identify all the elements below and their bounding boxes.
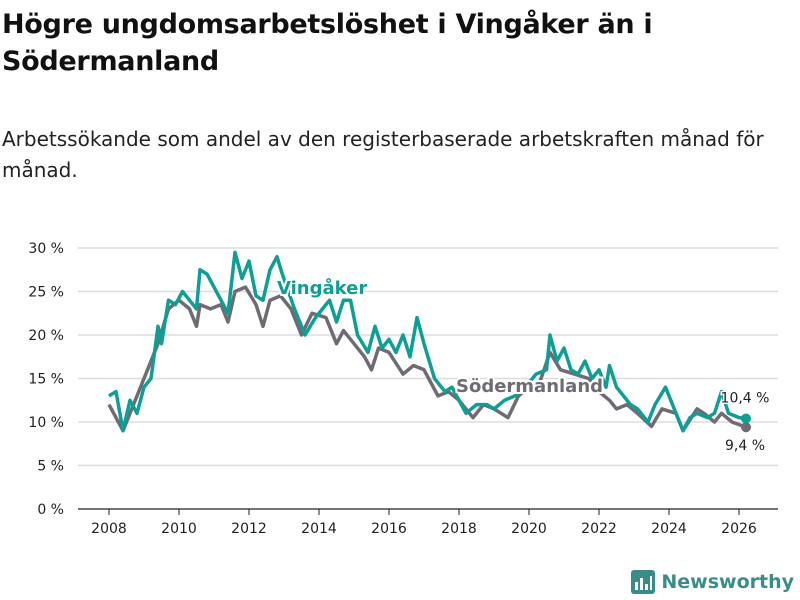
end-value-label: 9,4 % — [725, 438, 765, 454]
end-value-label: 10,4 % — [721, 391, 770, 407]
chart-title: Högre ungdomsarbetslöshet i Vingåker än … — [2, 9, 653, 77]
chart-subtitle: Arbetssökande som andel av den registerb… — [2, 127, 764, 182]
x-tick-label: 2008 — [91, 521, 127, 537]
logo-text: Newsworthy — [661, 571, 794, 593]
series-line-sodermanland — [107, 285, 747, 433]
x-tick-label: 2016 — [371, 521, 407, 537]
x-tick-label: 2026 — [721, 521, 757, 537]
x-tick-label: 2012 — [231, 521, 267, 537]
x-tick-label: 2024 — [651, 521, 687, 537]
y-tick-label: 20 % — [28, 328, 64, 344]
series-end-point — [741, 422, 751, 433]
x-tick-label: 2018 — [441, 521, 477, 537]
newsworthy-logo[interactable]: Newsworthy — [631, 570, 794, 594]
y-tick-label: 30 % — [28, 241, 64, 257]
x-tick-label: 2020 — [511, 521, 547, 537]
x-tick-label: 2010 — [161, 521, 197, 537]
x-tick-label: 2022 — [581, 521, 617, 537]
y-tick-label: 25 % — [28, 285, 64, 301]
y-tick-label: 15 % — [28, 372, 64, 388]
y-tick-label: 0 % — [37, 502, 64, 518]
y-tick-label: 5 % — [37, 459, 64, 475]
y-tick-label: 10 % — [28, 415, 64, 431]
series-line-vingaker — [108, 250, 747, 433]
series-label-sodermanland: Södermanland — [456, 376, 603, 397]
series-label-vingaker: Vingåker — [277, 277, 367, 299]
x-tick-label: 2014 — [301, 521, 337, 537]
series-end-point — [741, 413, 751, 424]
bar-chart-logo-icon — [631, 570, 656, 594]
